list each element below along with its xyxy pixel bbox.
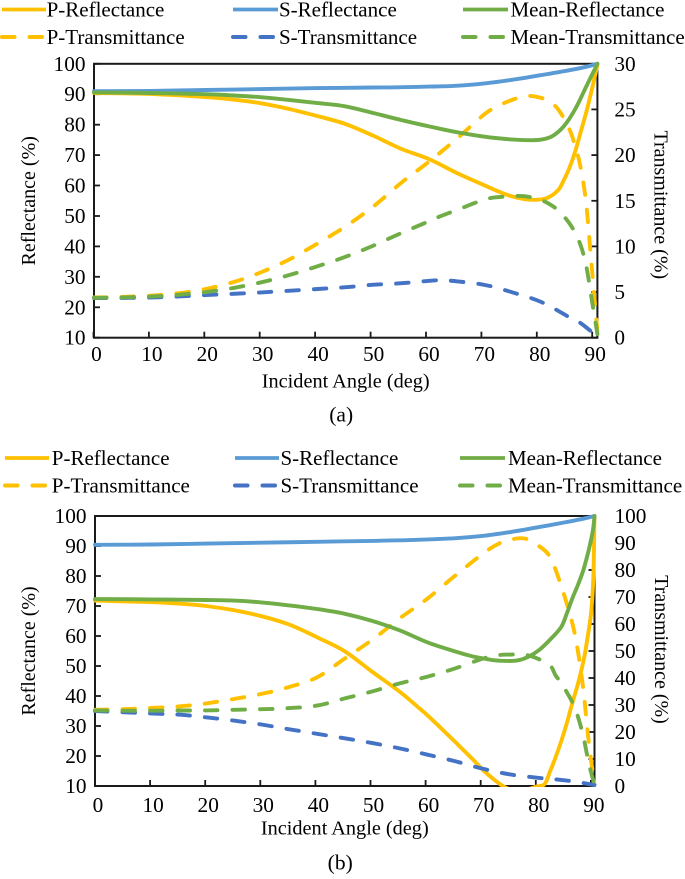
svg-text:80: 80 xyxy=(64,113,85,137)
svg-text:100: 100 xyxy=(54,52,86,76)
svg-text:60: 60 xyxy=(64,174,85,198)
svg-text:100: 100 xyxy=(615,504,647,528)
svg-text:40: 40 xyxy=(615,666,636,690)
svg-text:50: 50 xyxy=(363,342,384,366)
svg-text:Mean-Reflectance: Mean-Reflectance xyxy=(508,446,662,470)
svg-text:5: 5 xyxy=(614,280,625,304)
svg-text:70: 70 xyxy=(473,793,494,817)
svg-text:70: 70 xyxy=(65,594,86,618)
svg-text:S-Reflectance: S-Reflectance xyxy=(279,0,397,22)
svg-text:20: 20 xyxy=(197,342,218,366)
svg-text:40: 40 xyxy=(308,793,329,817)
svg-text:S-Transmittance: S-Transmittance xyxy=(281,474,419,498)
svg-text:20: 20 xyxy=(614,143,635,167)
svg-text:70: 70 xyxy=(64,143,85,167)
svg-text:70: 70 xyxy=(474,342,495,366)
svg-text:S-Transmittance: S-Transmittance xyxy=(279,25,417,49)
svg-text:80: 80 xyxy=(615,558,636,582)
svg-text:30: 30 xyxy=(253,793,274,817)
svg-text:30: 30 xyxy=(615,693,636,717)
svg-text:10: 10 xyxy=(65,774,86,798)
svg-text:P-Reflectance: P-Reflectance xyxy=(52,446,170,470)
svg-text:100: 100 xyxy=(55,504,87,528)
svg-text:50: 50 xyxy=(65,654,86,678)
svg-text:P-Transmittance: P-Transmittance xyxy=(47,25,185,49)
svg-text:15: 15 xyxy=(614,189,635,213)
svg-text:10: 10 xyxy=(142,793,163,817)
svg-text:20: 20 xyxy=(64,295,85,319)
svg-text:Transmittance (%): Transmittance (%) xyxy=(649,130,671,279)
svg-text:60: 60 xyxy=(65,624,86,648)
svg-text:50: 50 xyxy=(64,204,85,228)
svg-text:0: 0 xyxy=(614,326,625,350)
svg-text:40: 40 xyxy=(65,684,86,708)
svg-text:20: 20 xyxy=(198,793,219,817)
svg-text:S-Reflectance: S-Reflectance xyxy=(281,446,399,470)
svg-text:(a): (a) xyxy=(329,403,353,427)
svg-text:Transmittance (%): Transmittance (%) xyxy=(650,575,672,724)
svg-text:P-Reflectance: P-Reflectance xyxy=(47,0,165,22)
svg-text:80: 80 xyxy=(528,793,549,817)
svg-text:80: 80 xyxy=(529,342,550,366)
svg-text:90: 90 xyxy=(64,82,85,106)
svg-text:30: 30 xyxy=(252,342,273,366)
svg-text:90: 90 xyxy=(583,793,604,817)
svg-text:10: 10 xyxy=(614,234,635,258)
svg-text:40: 40 xyxy=(64,234,85,258)
svg-text:10: 10 xyxy=(64,326,85,350)
svg-text:Incident Angle (deg): Incident Angle (deg) xyxy=(261,818,429,840)
svg-text:Incident Angle (deg): Incident Angle (deg) xyxy=(262,371,430,393)
svg-text:20: 20 xyxy=(615,720,636,744)
svg-text:30: 30 xyxy=(65,714,86,738)
svg-text:70: 70 xyxy=(615,585,636,609)
svg-text:25: 25 xyxy=(614,97,635,121)
svg-text:20: 20 xyxy=(65,744,86,768)
svg-text:80: 80 xyxy=(65,564,86,588)
svg-text:Mean-Transmittance: Mean-Transmittance xyxy=(508,474,682,498)
svg-text:Mean-Reflectance: Mean-Reflectance xyxy=(511,0,665,22)
svg-text:60: 60 xyxy=(418,342,439,366)
svg-text:Reflectance (%): Reflectance (%) xyxy=(18,586,40,715)
svg-text:90: 90 xyxy=(65,534,86,558)
svg-text:60: 60 xyxy=(615,612,636,636)
svg-text:0: 0 xyxy=(615,774,626,798)
svg-text:50: 50 xyxy=(363,793,384,817)
svg-text:10: 10 xyxy=(615,747,636,771)
svg-text:P-Transmittance: P-Transmittance xyxy=(52,474,190,498)
svg-text:30: 30 xyxy=(614,52,635,76)
svg-text:30: 30 xyxy=(64,265,85,289)
svg-text:0: 0 xyxy=(91,342,102,366)
svg-text:0: 0 xyxy=(93,793,104,817)
svg-text:90: 90 xyxy=(615,531,636,555)
svg-text:10: 10 xyxy=(141,342,162,366)
svg-text:Mean-Transmittance: Mean-Transmittance xyxy=(511,25,685,49)
svg-text:50: 50 xyxy=(615,639,636,663)
svg-text:(b): (b) xyxy=(328,851,353,875)
svg-text:60: 60 xyxy=(418,793,439,817)
svg-text:40: 40 xyxy=(307,342,328,366)
svg-text:Reflectance (%): Reflectance (%) xyxy=(18,136,40,265)
svg-text:90: 90 xyxy=(585,342,606,366)
